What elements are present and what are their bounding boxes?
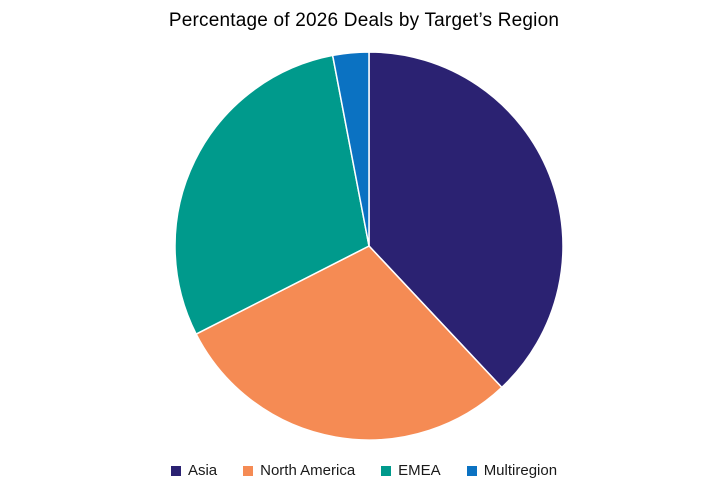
chart-legend: Asia North America EMEA Multiregion (0, 462, 728, 479)
legend-item-emea: EMEA (381, 462, 441, 479)
pie-slice-emea (174, 54, 370, 336)
legend-item-north-america: North America (243, 462, 355, 479)
legend-item-multiregion: Multiregion (466, 462, 558, 479)
legend-label: EMEA (398, 462, 441, 479)
legend-item-asia: Asia (170, 462, 218, 479)
legend-label: North America (260, 462, 356, 479)
pie-slice-multiregion (331, 51, 370, 247)
pie-slice-north-america (195, 245, 503, 441)
legend-swatch (243, 465, 254, 476)
legend-swatch (381, 465, 392, 476)
legend-swatch (466, 465, 477, 476)
legend-label: Asia (187, 462, 218, 479)
legend-swatch (170, 465, 181, 476)
legend-label: Multiregion (483, 462, 558, 479)
chart-title: Percentage of 2026 Deals by Target’s Reg… (168, 10, 560, 31)
pie-slice-asia (368, 51, 564, 389)
